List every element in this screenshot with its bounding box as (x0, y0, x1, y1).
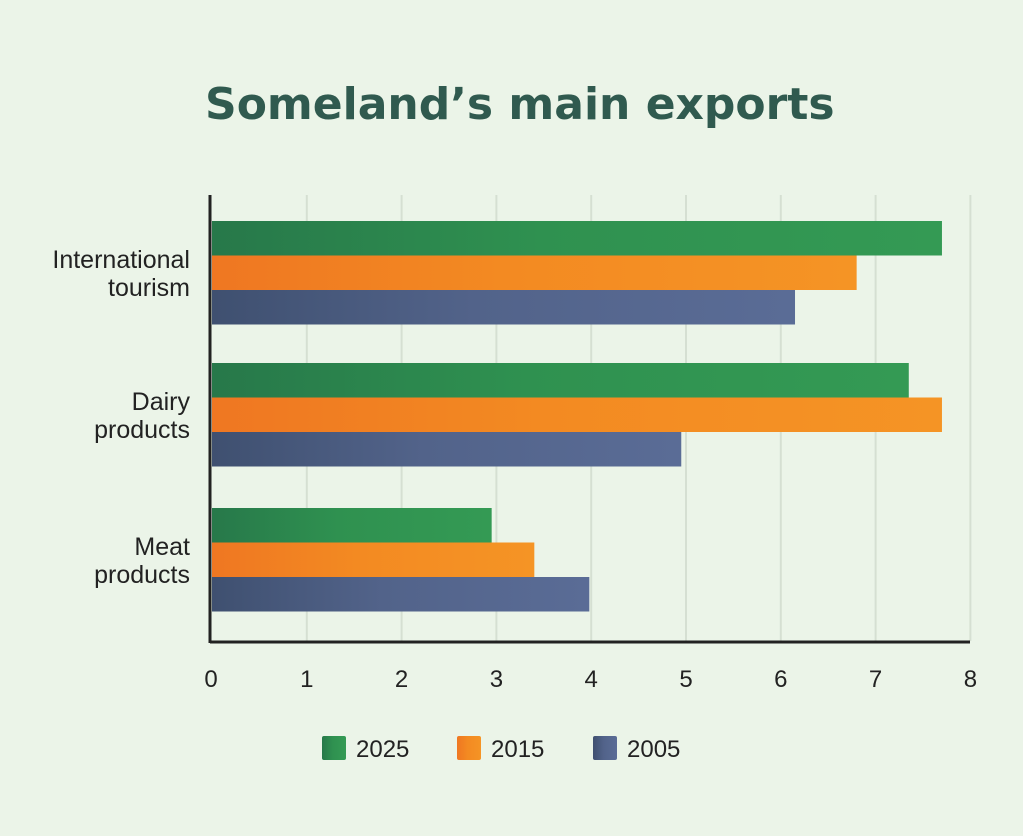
x-tick-labels: 0 1 2 3 4 5 6 7 8 (204, 666, 977, 693)
bar-2015-1 (212, 397, 942, 432)
bar-2025-2 (212, 508, 492, 543)
legend-swatch (593, 736, 617, 760)
category-label-line: products (94, 416, 190, 444)
bar-2005-0 (212, 290, 796, 325)
bar-2015-0 (212, 255, 857, 290)
category-label-line: tourism (108, 274, 190, 302)
bar-2005-1 (212, 432, 682, 467)
bar-2015-2 (212, 542, 535, 577)
x-tick-label: 2 (395, 666, 408, 693)
x-tick-label: 3 (490, 666, 503, 693)
legend-item-2025: 2025 (322, 736, 409, 763)
legend-label: 2015 (491, 736, 544, 763)
bars (212, 221, 942, 612)
x-tick-label: 0 (204, 666, 217, 693)
category-label-line: International (52, 246, 190, 274)
x-tick-label: 6 (774, 666, 787, 693)
category-labels: InternationaltourismDairyproductsMeatpro… (52, 246, 190, 589)
legend-label: 2025 (356, 736, 409, 763)
x-tick-label: 7 (869, 666, 882, 693)
category-label-line: Dairy (132, 388, 191, 416)
axes (208, 195, 970, 644)
x-tick-label: 1 (300, 666, 313, 693)
bar-2025-0 (212, 221, 942, 256)
x-tick-label: 4 (585, 666, 598, 693)
category-label-line: Meat (134, 533, 190, 561)
legend-swatch (457, 736, 481, 760)
x-tick-label: 5 (679, 666, 692, 693)
chart-title: Someland’s main exports (205, 79, 835, 130)
legend-swatch (322, 736, 346, 760)
bar-2025-1 (212, 363, 909, 398)
legend: 2025 2015 2005 (322, 736, 680, 763)
bar-2005-2 (212, 577, 590, 612)
legend-item-2005: 2005 (593, 736, 680, 763)
legend-label: 2005 (627, 736, 680, 763)
x-tick-label: 8 (964, 666, 977, 693)
legend-item-2015: 2015 (457, 736, 544, 763)
category-label-line: products (94, 561, 190, 589)
